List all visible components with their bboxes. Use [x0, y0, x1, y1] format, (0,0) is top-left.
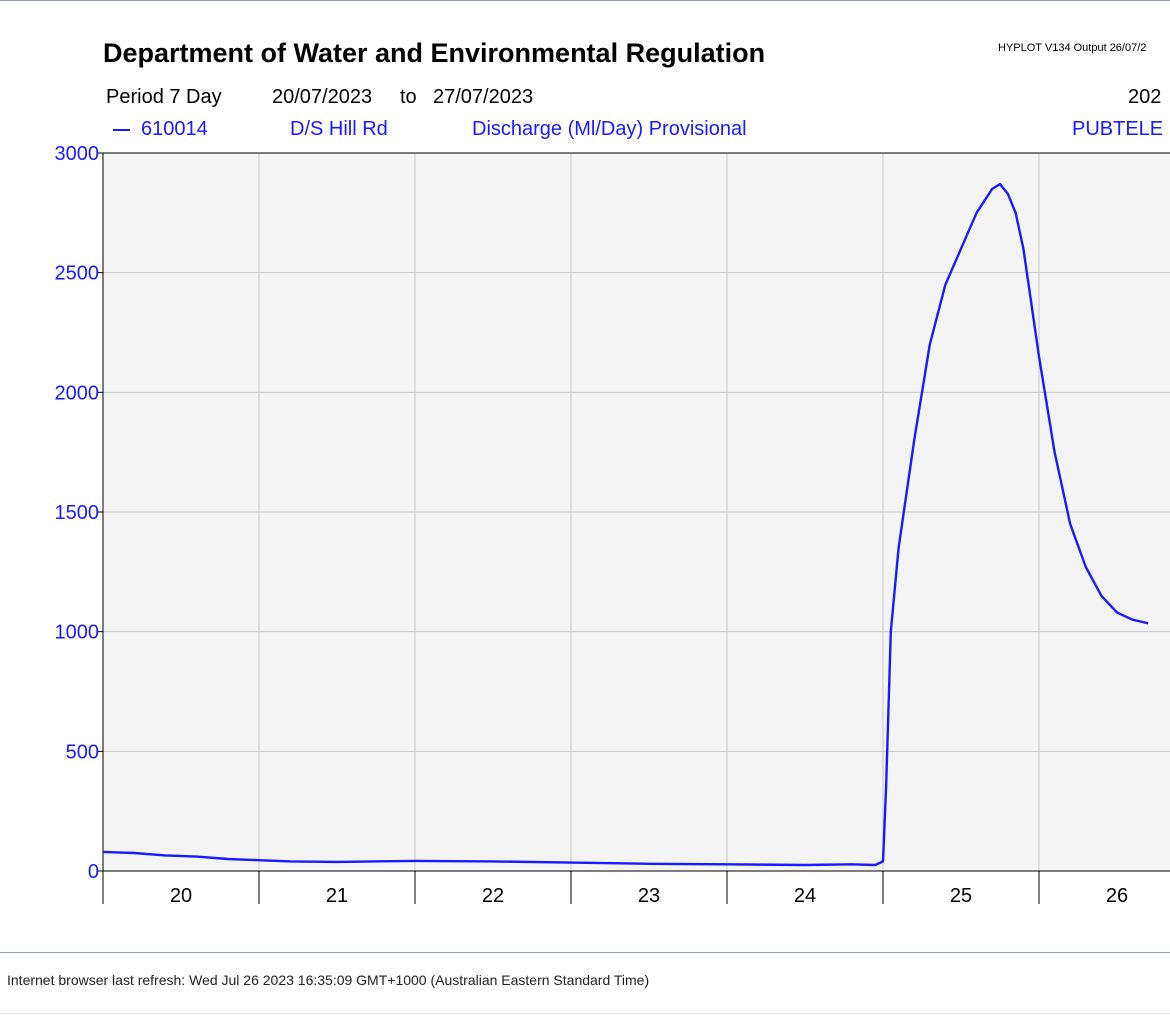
- y-tick-label: 1000: [55, 622, 100, 644]
- hyplot-version: HYPLOT V134 Output 26/07/2: [998, 42, 1147, 54]
- y-tick-label: 2000: [55, 382, 100, 404]
- bottom-rule: [0, 1013, 1170, 1014]
- x-tick-label: 21: [326, 885, 348, 907]
- period-label: Period 7 Day: [106, 86, 222, 108]
- grid-lines: [103, 153, 1170, 871]
- x-tick-label: 23: [638, 885, 660, 907]
- page-title: Department of Water and Environmental Re…: [103, 38, 766, 68]
- x-tick-labels: 20 21 22 23 24 25 26: [170, 885, 1128, 907]
- series-line-610014: [102, 182, 1149, 867]
- y-tick-labels: 0 500 1000 1500 2000 2500 3000: [55, 143, 100, 883]
- top-rule: [0, 0, 1170, 1]
- x-tick-label: 26: [1106, 885, 1128, 907]
- y-tick-label: 2500: [55, 263, 100, 285]
- axes: [98, 152, 1170, 904]
- legend-site: D/S Hill Rd: [290, 118, 388, 140]
- year-partial: 202: [1128, 86, 1162, 108]
- y-tick-label: 3000: [55, 143, 100, 165]
- x-tick-label: 20: [170, 885, 192, 907]
- discharge-chart: 0 500 1000 1500 2000 2500 3000 20 21 22 23 24 25 26: [55, 143, 1170, 907]
- legend-station: 610014: [141, 118, 208, 140]
- date-from: 20/07/2023: [272, 86, 373, 108]
- y-tick-label: 1500: [55, 502, 100, 524]
- y-tick-label: 500: [66, 741, 99, 763]
- legend-line-swatch: [113, 129, 130, 131]
- to-label: to: [400, 86, 417, 108]
- last-refresh-text: Internet browser last refresh: Wed Jul 2…: [7, 972, 650, 988]
- x-tick-label: 22: [482, 885, 504, 907]
- y-tick-label: 0: [88, 861, 99, 883]
- legend-variable: Discharge (Ml/Day) Provisional: [472, 118, 747, 140]
- x-tick-label: 24: [794, 885, 816, 907]
- x-tick-label: 25: [950, 885, 972, 907]
- date-to: 27/07/2023: [433, 86, 534, 108]
- legend-source: PUBTELE: [1072, 118, 1164, 140]
- footer-rule: [0, 952, 1170, 953]
